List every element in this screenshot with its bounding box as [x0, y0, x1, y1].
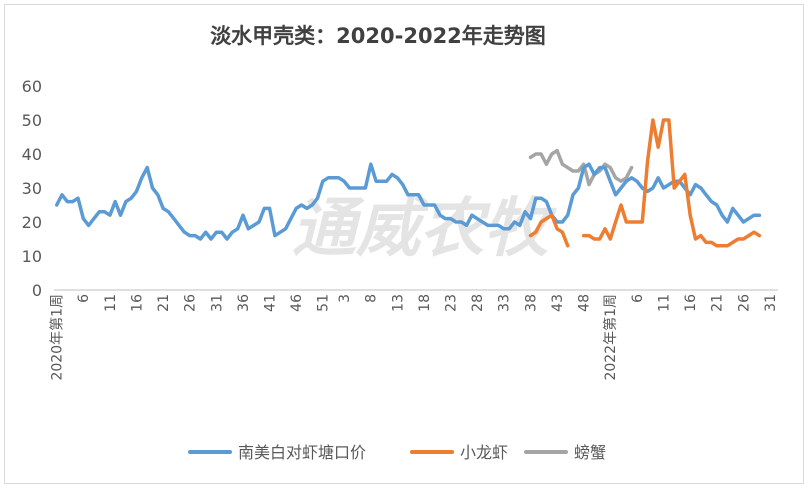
- y-tick-label: 60: [22, 77, 42, 96]
- x-tick-label: 21: [710, 294, 726, 312]
- x-tick-label: 43: [550, 294, 566, 312]
- x-tick-label: 3: [337, 294, 353, 303]
- x-tick-label: 46: [289, 294, 305, 312]
- x-tick-label: 41: [263, 294, 279, 312]
- x-tick-label: 6: [630, 294, 646, 303]
- x-tick-label: 23: [444, 294, 460, 312]
- y-tick-label: 10: [22, 247, 42, 266]
- y-tick-label: 0: [32, 281, 42, 300]
- x-tick-label: 11: [103, 294, 119, 312]
- x-tick-label: 2020年第1周: [49, 294, 66, 381]
- x-tick-label: 36: [236, 294, 252, 312]
- legend-label: 南美白对虾塘口价: [238, 443, 366, 462]
- x-tick-label: 13: [390, 294, 406, 312]
- series-line-0: [54, 162, 762, 241]
- series-line-1: [581, 118, 762, 248]
- series-line-2: [528, 148, 634, 187]
- x-tick-label: 16: [129, 294, 145, 312]
- plot-area: [54, 118, 762, 248]
- x-axis: 2020年第1周 6 11 16 21 26 31 36 41 46 51 3 8 13 18 23 28 33 3…: [49, 289, 779, 381]
- x-tick-label: 21: [156, 294, 172, 312]
- y-axis: 0 10 20 30 40 50 60: [22, 77, 42, 300]
- x-tick-label: 31: [209, 294, 225, 312]
- x-tick-label: 16: [683, 294, 699, 312]
- x-tick-label: 31: [763, 294, 779, 312]
- x-tick-label: 11: [656, 294, 672, 312]
- x-tick-label: 51: [316, 294, 332, 312]
- x-tick-label: 2022年第1周: [602, 294, 619, 381]
- y-tick-label: 40: [22, 145, 42, 164]
- x-tick-label: 33: [497, 294, 513, 312]
- x-tick-label: 6: [76, 294, 92, 303]
- x-tick-label: 28: [470, 294, 486, 312]
- series-line-1: [528, 213, 570, 248]
- y-tick-label: 50: [22, 111, 42, 130]
- legend-label: 小龙虾: [460, 443, 508, 462]
- x-tick-label: 38: [523, 294, 539, 312]
- y-tick-label: 30: [22, 179, 42, 198]
- x-tick-label: 26: [183, 294, 199, 312]
- x-tick-label: 8: [364, 294, 380, 303]
- x-tick-label: 26: [736, 294, 752, 312]
- chart-title: 淡水甲壳类：2020-2022年走势图: [210, 24, 546, 48]
- y-tick-label: 20: [22, 213, 42, 232]
- chart-frame: [4, 4, 804, 484]
- x-tick-label: 48: [577, 294, 593, 312]
- legend: 南美白对虾塘口价 小龙虾 螃蟹: [188, 443, 606, 462]
- legend-label: 螃蟹: [574, 443, 606, 462]
- x-tick-label: 18: [417, 294, 433, 312]
